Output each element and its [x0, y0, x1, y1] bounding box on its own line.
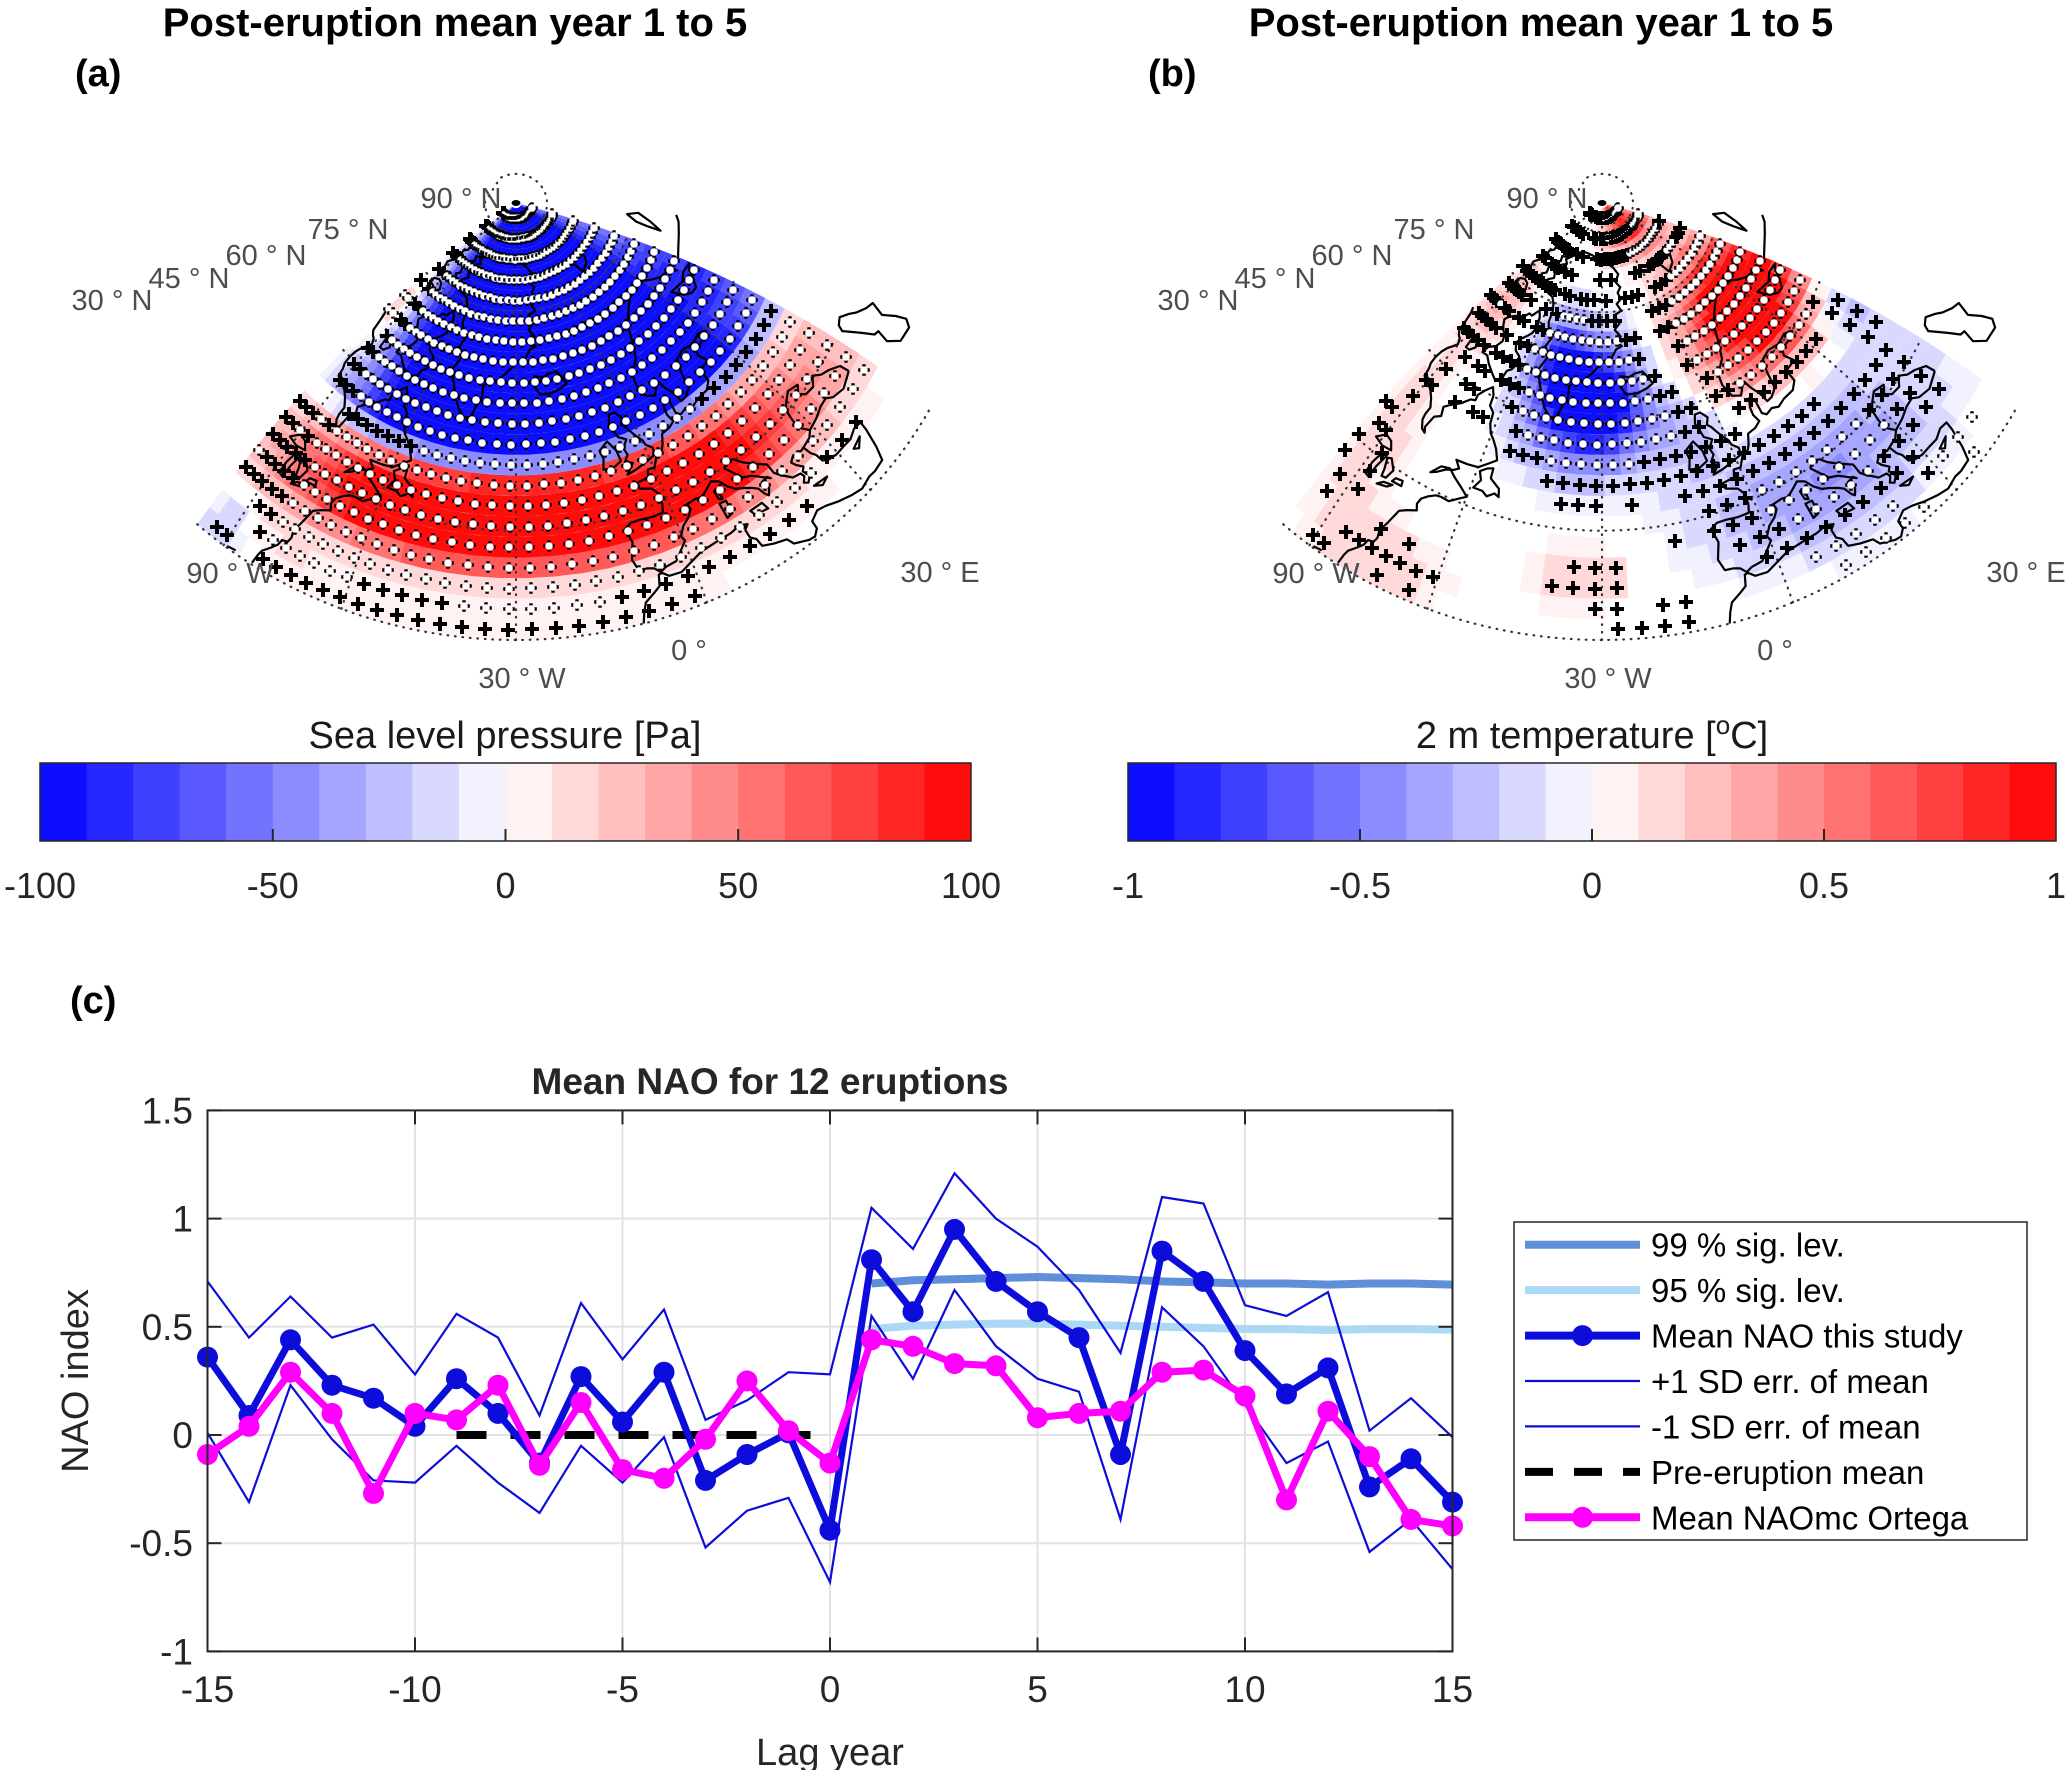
svg-text:45 ° N: 45 ° N — [149, 263, 230, 295]
svg-text:-1: -1 — [1112, 865, 1144, 906]
svg-text:-0.5: -0.5 — [1329, 865, 1391, 906]
svg-text:-5: -5 — [606, 1669, 639, 1710]
svg-text:30 ° W: 30 ° W — [1564, 663, 1652, 695]
svg-text:1: 1 — [2046, 865, 2066, 906]
svg-text:0: 0 — [1582, 865, 1602, 906]
svg-text:2 m temperature [oC]: 2 m temperature [oC] — [1416, 710, 1768, 757]
svg-text:+1 SD err. of mean: +1 SD err. of mean — [1651, 1363, 1929, 1400]
svg-text:(a): (a) — [75, 53, 121, 95]
svg-text:-50: -50 — [247, 865, 299, 906]
svg-text:Pre-eruption mean: Pre-eruption mean — [1651, 1454, 1924, 1491]
svg-text:30 ° N: 30 ° N — [1158, 285, 1239, 317]
svg-text:90 ° N: 90 ° N — [421, 183, 502, 215]
svg-text:0 °: 0 ° — [1757, 635, 1793, 667]
svg-text:1: 1 — [172, 1199, 193, 1240]
svg-text:0: 0 — [172, 1415, 193, 1456]
svg-text:-10: -10 — [388, 1669, 441, 1710]
svg-text:-100: -100 — [4, 865, 76, 906]
svg-text:30 ° E: 30 ° E — [900, 557, 979, 589]
svg-text:90 ° W: 90 ° W — [186, 558, 274, 590]
svg-text:30 ° W: 30 ° W — [478, 663, 566, 695]
svg-text:75 ° N: 75 ° N — [1394, 214, 1475, 246]
svg-text:Mean NAO this study: Mean NAO this study — [1651, 1318, 1963, 1355]
svg-text:45 ° N: 45 ° N — [1235, 263, 1316, 295]
svg-text:0.5: 0.5 — [142, 1307, 193, 1348]
svg-text:-15: -15 — [181, 1669, 234, 1710]
svg-text:30 ° E: 30 ° E — [1986, 557, 2065, 589]
svg-text:10: 10 — [1224, 1669, 1265, 1710]
svg-text:0 °: 0 ° — [671, 635, 707, 667]
svg-text:Mean NAO for 12 eruptions: Mean NAO for 12 eruptions — [532, 1061, 1009, 1102]
svg-text:60 ° N: 60 ° N — [1312, 240, 1393, 272]
svg-text:(c): (c) — [70, 980, 116, 1022]
svg-text:Post-eruption mean year 1 to 5: Post-eruption mean year 1 to 5 — [163, 1, 748, 45]
svg-text:95 % sig. lev.: 95 % sig. lev. — [1651, 1272, 1845, 1309]
svg-text:15: 15 — [1432, 1669, 1473, 1710]
svg-text:90 ° W: 90 ° W — [1272, 558, 1360, 590]
svg-text:-0.5: -0.5 — [129, 1523, 193, 1564]
svg-text:Sea level pressure [Pa]: Sea level pressure [Pa] — [309, 715, 702, 757]
svg-text:Post-eruption mean year 1 to 5: Post-eruption mean year 1 to 5 — [1249, 1, 1834, 45]
svg-text:-1 SD err. of mean: -1 SD err. of mean — [1651, 1408, 1921, 1445]
svg-text:100: 100 — [941, 865, 1001, 906]
svg-text:90 ° N: 90 ° N — [1507, 183, 1588, 215]
svg-text:60 ° N: 60 ° N — [226, 240, 307, 272]
svg-text:99 % sig. lev.: 99 % sig. lev. — [1651, 1227, 1845, 1264]
svg-text:50: 50 — [718, 865, 758, 906]
svg-text:0: 0 — [495, 865, 515, 906]
svg-text:0: 0 — [820, 1669, 841, 1710]
svg-text:(b): (b) — [1148, 53, 1197, 95]
svg-text:-1: -1 — [160, 1631, 193, 1672]
svg-text:NAO index: NAO index — [55, 1289, 97, 1473]
svg-text:5: 5 — [1027, 1669, 1048, 1710]
svg-text:75 ° N: 75 ° N — [308, 214, 389, 246]
svg-text:Mean NAOmc Ortega: Mean NAOmc Ortega — [1651, 1499, 1969, 1536]
svg-text:0.5: 0.5 — [1799, 865, 1849, 906]
svg-text:30 ° N: 30 ° N — [72, 285, 153, 317]
svg-text:Lag year: Lag year — [756, 1732, 904, 1770]
svg-text:1.5: 1.5 — [142, 1090, 193, 1131]
